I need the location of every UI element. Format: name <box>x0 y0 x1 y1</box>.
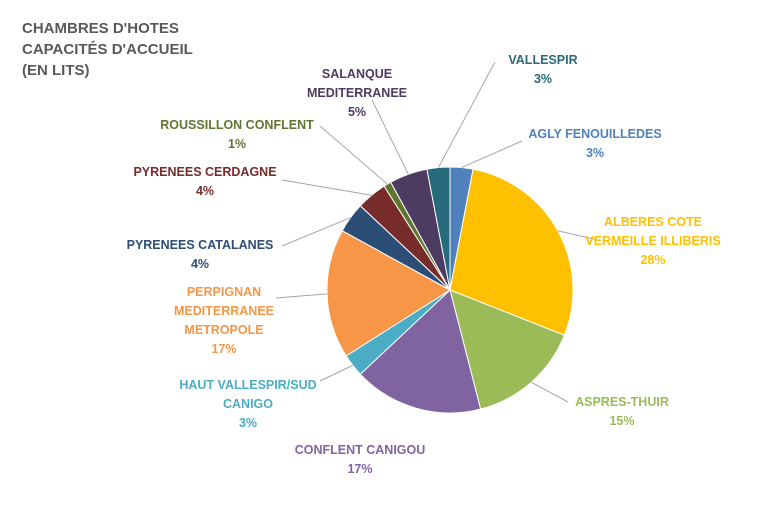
leader-line <box>437 61 496 168</box>
leader-line <box>531 381 569 403</box>
value-label: 4% <box>190 257 210 271</box>
leader-line <box>319 125 388 185</box>
data-label: HAUT VALLESPIR/SUD CANIGO 3% <box>168 376 328 433</box>
value-label: 3% <box>238 416 258 430</box>
pie-slice <box>449 289 566 410</box>
category-label: AGLY FENOUILLEDES <box>528 127 662 141</box>
data-label: ASPRES-THUIR 15% <box>562 393 682 431</box>
value-label: 28% <box>640 253 666 267</box>
leader-line <box>319 364 354 382</box>
pie-slice <box>326 230 451 357</box>
data-label: VALLESPIR 3% <box>483 51 603 89</box>
value-label: 17% <box>211 342 237 356</box>
category-label: ASPRES-THUIR <box>575 395 669 409</box>
data-label: AGLY FENOUILLEDES 3% <box>515 125 675 163</box>
category-label: CONFLENT CANIGOU <box>294 443 426 457</box>
value-label: 17% <box>347 462 373 476</box>
value-label: 5% <box>347 105 367 119</box>
leader-line <box>371 99 409 175</box>
value-label: 4% <box>195 184 215 198</box>
category-label: PYRENEES CATALANES <box>126 238 274 252</box>
category-label: SALANQUE MEDITERRANEE <box>306 67 407 100</box>
category-label: PYRENEES CERDAGNE <box>133 165 277 179</box>
data-label: PERPIGNAN MEDITERRANEE METROPOLE 17% <box>162 283 287 359</box>
data-label: ROUSSILLON CONFLENT 1% <box>142 116 332 154</box>
category-label: HAUT VALLESPIR/SUD CANIGO <box>179 378 317 411</box>
value-label: 15% <box>609 414 635 428</box>
data-label: ALBERES COTE VERMEILLE ILLIBERIS 28% <box>573 213 733 270</box>
category-label: ROUSSILLON CONFLENT <box>160 118 314 132</box>
pie-slice <box>449 168 574 336</box>
data-label: CONFLENT CANIGOU 17% <box>275 441 445 479</box>
leader-line <box>281 179 372 196</box>
category-label: VALLESPIR <box>508 53 578 67</box>
chart-title: CHAMBRES D'HOTES CAPACITÉS D'ACCUEIL (EN… <box>22 20 193 79</box>
leader-line <box>281 217 351 247</box>
leader-line <box>557 230 599 241</box>
leader-line <box>275 293 328 299</box>
category-label: PERPIGNAN MEDITERRANEE METROPOLE <box>173 285 274 337</box>
data-label: PYRENEES CATALANES 4% <box>110 236 290 274</box>
value-label: 1% <box>227 137 247 151</box>
data-label: SALANQUE MEDITERRANEE 5% <box>295 65 420 122</box>
leader-line <box>461 140 523 169</box>
data-label: PYRENEES CERDAGNE 4% <box>115 163 295 201</box>
pie-slice <box>359 289 482 414</box>
category-label: ALBERES COTE VERMEILLE ILLIBERIS <box>585 215 721 248</box>
pie-slice <box>426 166 451 291</box>
value-label: 3% <box>533 72 553 86</box>
value-label: 3% <box>585 146 605 160</box>
